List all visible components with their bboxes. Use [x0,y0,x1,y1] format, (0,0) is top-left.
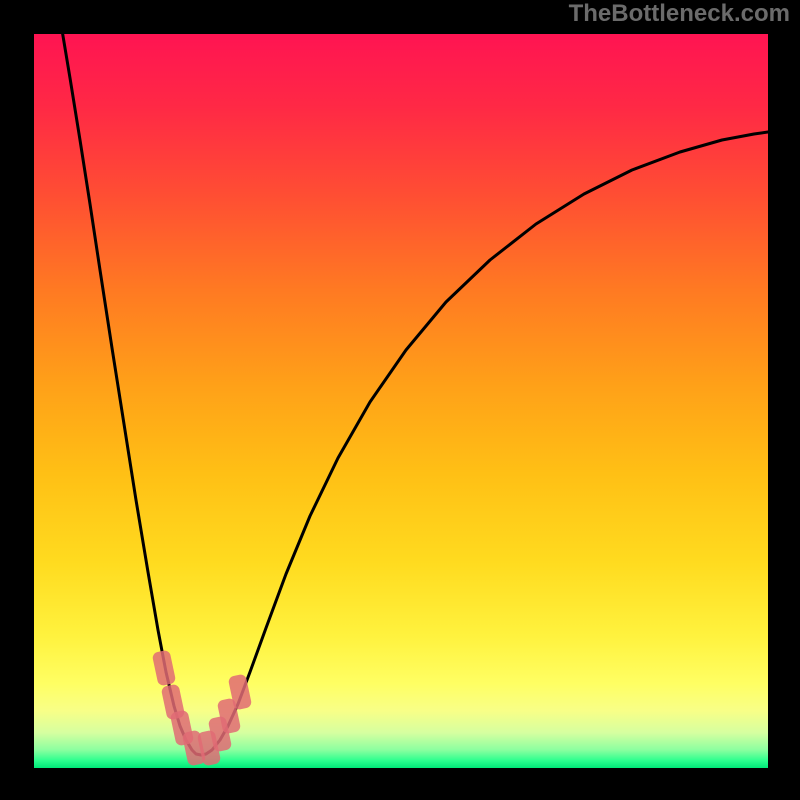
chart-root: TheBottleneck.com [0,0,800,800]
bottleneck-curve-plot [0,0,800,800]
gradient-background [34,34,768,768]
watermark-text: TheBottleneck.com [569,0,790,28]
